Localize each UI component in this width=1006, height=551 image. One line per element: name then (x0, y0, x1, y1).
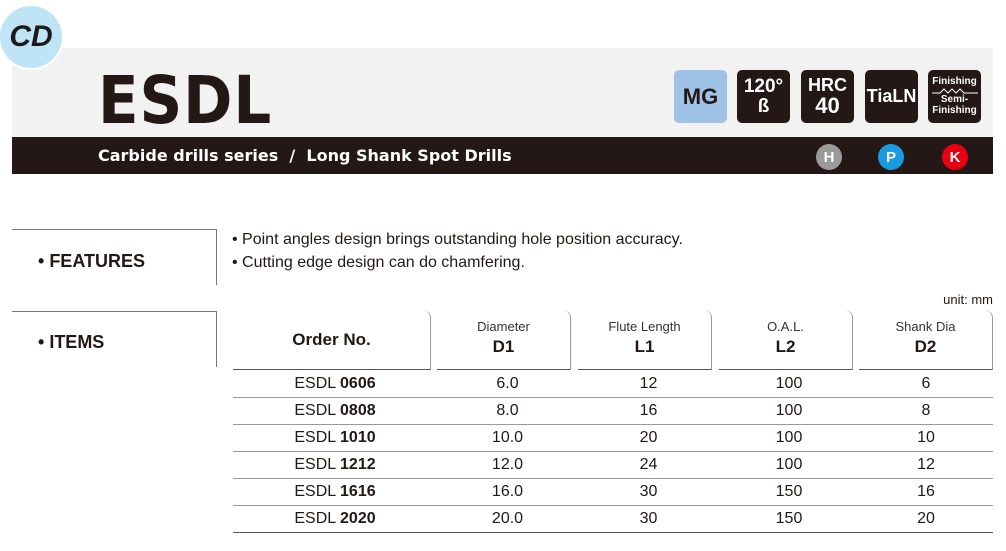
semi-finishing-label: Finishing (932, 104, 977, 116)
order-code: 0606 (340, 375, 376, 392)
header-d1: Diameter D1 (437, 310, 571, 370)
d1-cell: 10.0 (491, 429, 524, 446)
hrc-value: 40 (815, 93, 840, 119)
header-main: Order No. (292, 330, 371, 349)
header-order-no: Order No. (233, 310, 431, 370)
order-prefix: ESDL (294, 456, 336, 473)
table-row: ESDL 2020 20.0 30 150 20 (233, 506, 993, 533)
order-code: 1212 (340, 456, 376, 473)
items-label-text: ITEMS (49, 332, 105, 352)
d2-cell: 12 (917, 456, 935, 473)
semi-label: Semi- (940, 94, 969, 106)
items-label: • ITEMS (38, 332, 105, 352)
l1-cell: 16 (639, 402, 658, 419)
d1-cell: 12.0 (491, 456, 524, 473)
feature-bullet: • Point angles design brings outstanding… (232, 231, 683, 248)
order-code: 2020 (340, 510, 376, 527)
l2-cell: 150 (775, 510, 803, 527)
d2-cell: 20 (917, 510, 935, 527)
material-k-icon: K (942, 144, 968, 170)
header-sub: Flute Length (608, 319, 681, 334)
material-h-icon: H (816, 144, 842, 170)
l2-cell: 100 (775, 375, 803, 392)
order-no-cell: ESDL 0606 (233, 375, 437, 393)
cd-logo: CD (0, 4, 64, 70)
d1-cell: 16.0 (491, 483, 524, 500)
header-sub: Shank Dia (895, 319, 956, 334)
order-code: 0808 (340, 402, 376, 419)
features-label: • FEATURES (38, 251, 145, 271)
d1-cell: 6.0 (496, 375, 519, 392)
l1-cell: 30 (639, 510, 658, 527)
table-row: ESDL 0808 8.0 16 100 8 (233, 398, 993, 425)
subtitle: Carbide drills series / Long Shank Spot … (98, 146, 512, 165)
l1-cell: 20 (639, 429, 658, 446)
finishing-badge: Finishing Semi- Finishing (928, 70, 981, 123)
coating-badge: TiaLN (865, 70, 918, 123)
feature-text: Cutting edge design can do chamfering. (242, 254, 525, 271)
product-title: ESDL (98, 62, 273, 139)
d2-cell: 6 (921, 375, 931, 392)
items-label-box (12, 311, 217, 366)
wave-icon (931, 88, 978, 94)
features-label-text: FEATURES (49, 251, 145, 271)
header-main: L2 (775, 337, 796, 356)
order-code: 1616 (340, 483, 376, 500)
coating-label: TiaLN (866, 86, 917, 107)
l2-cell: 100 (775, 456, 803, 473)
angle-symbol: ß (757, 95, 770, 117)
d2-cell: 16 (917, 483, 935, 500)
order-prefix: ESDL (294, 483, 336, 500)
table-row: ESDL 1616 16.0 30 150 16 (233, 479, 993, 506)
table-row: ESDL 1212 12.0 24 100 12 (233, 452, 993, 479)
hrc-badge: HRC 40 (801, 70, 854, 123)
header-main: D1 (492, 337, 515, 356)
order-code: 1010 (340, 429, 376, 446)
angle-label: 120° (743, 75, 784, 97)
order-no-cell: ESDL 0808 (233, 402, 437, 420)
unit-label: unit: mm (943, 292, 993, 307)
table-row: ESDL 0606 6.0 12 100 6 (233, 371, 993, 398)
feature-text: Point angles design brings outstanding h… (242, 231, 683, 248)
order-no-cell: ESDL 1010 (233, 429, 437, 447)
header-d2: Shank Dia D2 (859, 310, 993, 370)
features-label-box (12, 229, 217, 284)
order-prefix: ESDL (294, 510, 336, 527)
order-prefix: ESDL (294, 429, 336, 446)
feature-bullet: • Cutting edge design can do chamfering. (232, 254, 525, 271)
table-row: ESDL 1010 10.0 20 100 10 (233, 425, 993, 452)
header-main: D2 (914, 337, 937, 356)
header-l1: Flute Length L1 (578, 310, 712, 370)
order-prefix: ESDL (294, 402, 336, 419)
d2-cell: 8 (921, 402, 931, 419)
d2-cell: 10 (917, 429, 935, 446)
l1-cell: 30 (639, 483, 658, 500)
order-no-cell: ESDL 2020 (233, 510, 437, 528)
order-no-cell: ESDL 1212 (233, 456, 437, 474)
header-sub: Diameter (477, 319, 530, 334)
header-main: L1 (634, 337, 655, 356)
material-p-icon: P (878, 144, 904, 170)
l1-cell: 24 (639, 456, 658, 473)
order-no-cell: ESDL 1616 (233, 483, 437, 501)
l2-cell: 100 (775, 402, 803, 419)
d1-cell: 8.0 (496, 402, 519, 419)
mg-badge: MG (674, 70, 727, 123)
header-l2: O.A.L. L2 (719, 310, 853, 370)
d1-cell: 20.0 (491, 510, 524, 527)
order-prefix: ESDL (294, 375, 336, 392)
l2-cell: 150 (775, 483, 803, 500)
header-sub: O.A.L. (767, 319, 804, 334)
l1-cell: 12 (639, 375, 658, 392)
finishing-label: Finishing (932, 75, 977, 87)
hrc-label: HRC (808, 74, 847, 95)
point-angle-badge: 120° ß (737, 70, 790, 123)
l2-cell: 100 (775, 429, 803, 446)
mg-label: MG (682, 83, 719, 109)
